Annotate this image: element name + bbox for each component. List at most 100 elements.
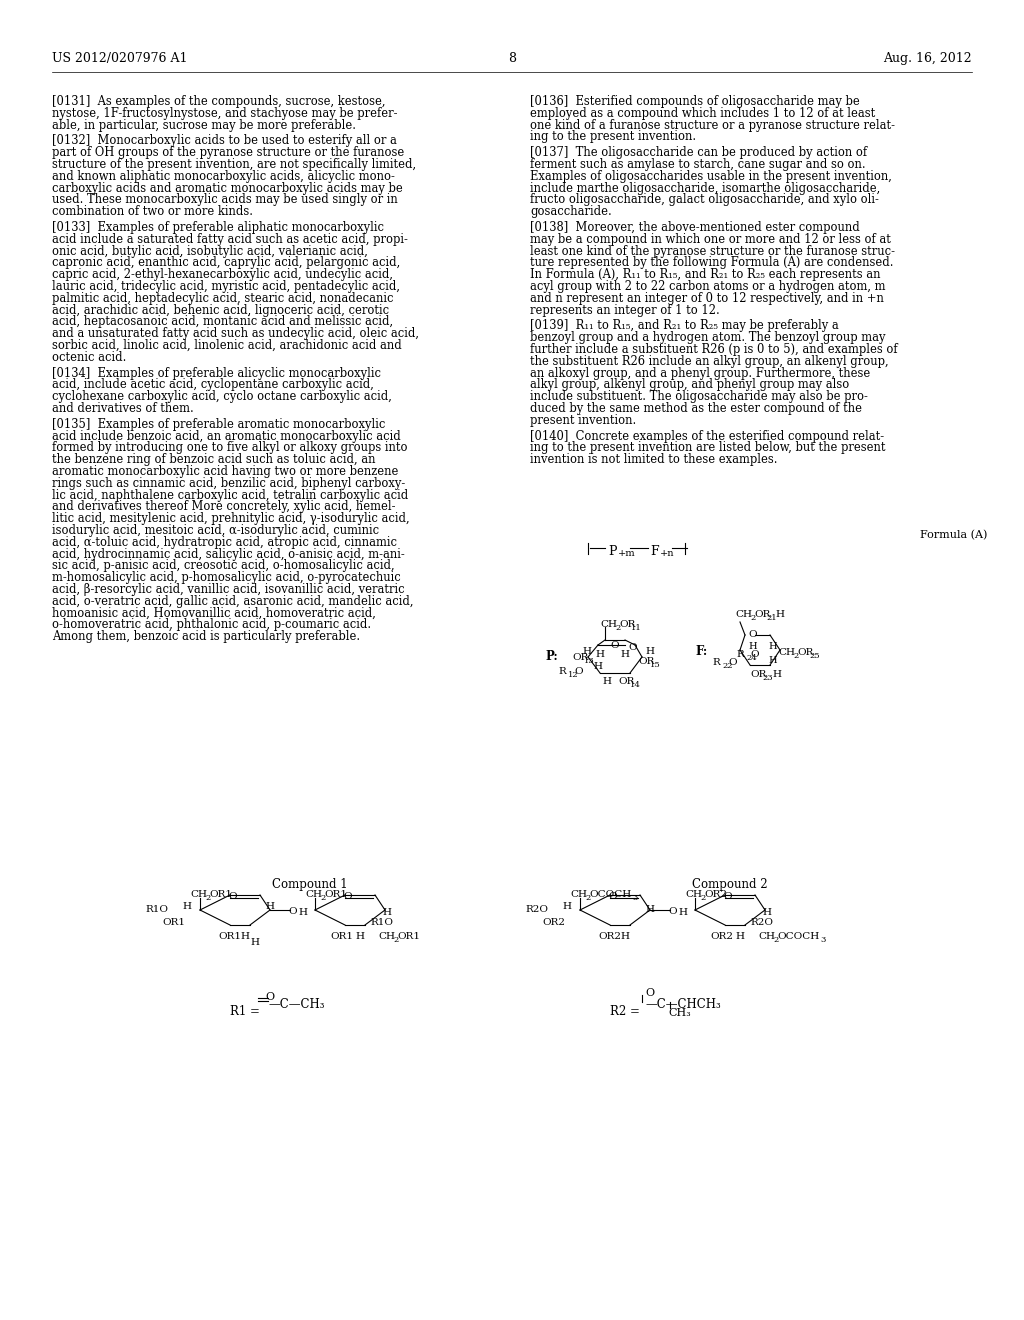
Text: 2: 2 — [205, 894, 210, 902]
Text: Formula (A): Formula (A) — [920, 531, 987, 540]
Text: 2: 2 — [393, 936, 398, 944]
Text: H: H — [240, 932, 249, 941]
Text: fructo oligosaccharide, galact oligosaccharide, and xylo oli-: fructo oligosaccharide, galact oligosacc… — [530, 194, 879, 206]
Text: OR1: OR1 — [397, 932, 420, 941]
Text: P: P — [608, 545, 616, 558]
Text: used. These monocarboxylic acids may be used singly or in: used. These monocarboxylic acids may be … — [52, 194, 397, 206]
Text: [0140]  Concrete examples of the esterified compound relat-: [0140] Concrete examples of the esterifi… — [530, 429, 884, 442]
Text: OR1: OR1 — [162, 917, 185, 927]
Text: Examples of oligosaccharides usable in the present invention,: Examples of oligosaccharides usable in t… — [530, 170, 892, 182]
Text: 3: 3 — [820, 936, 825, 944]
Text: R1O: R1O — [145, 906, 168, 913]
Text: lic acid, naphthalene carboxylic acid, tetralin carboxylic acid: lic acid, naphthalene carboxylic acid, t… — [52, 488, 409, 502]
Text: palmitic acid, heptadecylic acid, stearic acid, nonadecanic: palmitic acid, heptadecylic acid, steari… — [52, 292, 393, 305]
Text: the benzene ring of benzoic acid such as toluic acid, an: the benzene ring of benzoic acid such as… — [52, 453, 376, 466]
Text: H: H — [250, 939, 259, 946]
Text: +m: +m — [618, 549, 636, 558]
Text: O: O — [748, 630, 757, 639]
Text: OR1: OR1 — [218, 932, 241, 941]
Text: rings such as cinnamic acid, benzilic acid, biphenyl carboxy-: rings such as cinnamic acid, benzilic ac… — [52, 477, 406, 490]
Text: R2O: R2O — [525, 906, 548, 913]
Text: one kind of a furanose structure or a pyranose structure relat-: one kind of a furanose structure or a py… — [530, 119, 895, 132]
Text: acid, arachidic acid, behenic acid, lignoceric acid, cerotic: acid, arachidic acid, behenic acid, lign… — [52, 304, 389, 317]
Text: m-homosalicylic acid, p-homosalicylic acid, o-pyrocatechuic: m-homosalicylic acid, p-homosalicylic ac… — [52, 572, 400, 585]
Text: alkyl group, alkenyl group, and phenyl group may also: alkyl group, alkenyl group, and phenyl g… — [530, 379, 849, 392]
Text: OR: OR — [797, 648, 813, 657]
Text: [0137]  The oligosaccharide can be produced by action of: [0137] The oligosaccharide can be produc… — [530, 147, 867, 160]
Text: 2: 2 — [793, 652, 799, 660]
Text: and known aliphatic monocarboxylic acids, alicyclic mono-: and known aliphatic monocarboxylic acids… — [52, 170, 395, 182]
Text: and a unsaturated fatty acid such as undecylic acid, oleic acid,: and a unsaturated fatty acid such as und… — [52, 327, 419, 341]
Text: 23: 23 — [762, 675, 773, 682]
Text: H: H — [298, 908, 307, 917]
Text: acyl group with 2 to 22 carbon atoms or a hydrogen atom, m: acyl group with 2 to 22 carbon atoms or … — [530, 280, 886, 293]
Text: R2O: R2O — [750, 917, 773, 927]
Text: O: O — [728, 657, 736, 667]
Text: H: H — [762, 908, 771, 917]
Text: OR1: OR1 — [324, 890, 347, 899]
Text: US 2012/0207976 A1: US 2012/0207976 A1 — [52, 51, 187, 65]
Text: [0135]  Examples of preferable aromatic monocarboxylic: [0135] Examples of preferable aromatic m… — [52, 418, 385, 430]
Text: O: O — [668, 907, 677, 916]
Text: sorbic acid, linolic acid, linolenic acid, arachidonic acid and: sorbic acid, linolic acid, linolenic aci… — [52, 339, 401, 352]
Text: OR: OR — [618, 677, 635, 686]
Text: gosaccharide.: gosaccharide. — [530, 205, 611, 218]
Text: and derivatives of them.: and derivatives of them. — [52, 403, 194, 414]
Text: O: O — [228, 892, 237, 902]
Text: Aug. 16, 2012: Aug. 16, 2012 — [884, 51, 972, 65]
Text: and derivatives thereof More concretely, xylic acid, hemel-: and derivatives thereof More concretely,… — [52, 500, 395, 513]
Text: [0134]  Examples of preferable alicyclic monocarboxylic: [0134] Examples of preferable alicyclic … — [52, 367, 381, 380]
Text: OR2: OR2 — [542, 917, 565, 927]
Text: 25: 25 — [809, 652, 819, 660]
Text: nystose, 1F-fructosylnystose, and stachyose may be prefer-: nystose, 1F-fructosylnystose, and stachy… — [52, 107, 397, 120]
Text: O: O — [265, 993, 274, 1002]
Text: 14: 14 — [630, 681, 641, 689]
Text: ing to the present invention.: ing to the present invention. — [530, 131, 696, 144]
Text: isodurylic acid, mesitoic acid, α-isodurylic acid, cuminic: isodurylic acid, mesitoic acid, α-isodur… — [52, 524, 379, 537]
Text: represents an integer of 1 to 12.: represents an integer of 1 to 12. — [530, 304, 720, 317]
Text: 3: 3 — [632, 894, 637, 902]
Text: ing to the present invention are listed below, but the present: ing to the present invention are listed … — [530, 441, 886, 454]
Text: cyclohexane carboxylic acid, cyclo octane carboxylic acid,: cyclohexane carboxylic acid, cyclo octan… — [52, 391, 392, 403]
Text: OR2: OR2 — [710, 932, 733, 941]
Text: O: O — [628, 643, 637, 652]
Text: CH: CH — [685, 890, 702, 899]
Text: 22: 22 — [722, 663, 732, 671]
Text: +n: +n — [660, 549, 675, 558]
Text: CH: CH — [305, 890, 322, 899]
Text: 2: 2 — [319, 894, 326, 902]
Text: CH: CH — [778, 648, 795, 657]
Text: formed by introducing one to five alkyl or alkoxy groups into: formed by introducing one to five alkyl … — [52, 441, 408, 454]
Text: O: O — [750, 649, 759, 659]
Text: duced by the same method as the ester compound of the: duced by the same method as the ester co… — [530, 403, 862, 414]
Text: H: H — [562, 902, 571, 911]
Text: 13: 13 — [584, 657, 595, 665]
Text: CH: CH — [758, 932, 775, 941]
Text: O: O — [343, 892, 351, 902]
Text: O: O — [723, 892, 731, 902]
Text: R: R — [712, 657, 720, 667]
Text: OR: OR — [750, 671, 766, 678]
Text: O: O — [608, 892, 616, 902]
Text: an alkoxyl group, and a phenyl group. Furthermore, these: an alkoxyl group, and a phenyl group. Fu… — [530, 367, 870, 380]
Text: OR: OR — [638, 657, 654, 667]
Text: lauric acid, tridecylic acid, myristic acid, pentadecylic acid,: lauric acid, tridecylic acid, myristic a… — [52, 280, 400, 293]
Text: H: H — [772, 671, 781, 678]
Text: benzoyl group and a hydrogen atom. The benzoyl group may: benzoyl group and a hydrogen atom. The b… — [530, 331, 886, 345]
Text: H: H — [775, 610, 784, 619]
Text: acid, heptacosanoic acid, montanic acid and melissic acid,: acid, heptacosanoic acid, montanic acid … — [52, 315, 393, 329]
Text: and n represent an integer of 0 to 12 respectively, and in +n: and n represent an integer of 0 to 12 re… — [530, 292, 884, 305]
Text: H: H — [355, 932, 364, 941]
Text: H: H — [593, 663, 602, 671]
Text: the substituent R26 include an alkyl group, an alkenyl group,: the substituent R26 include an alkyl gro… — [530, 355, 889, 368]
Text: part of OH groups of the pyranose structure or the furanose: part of OH groups of the pyranose struct… — [52, 147, 404, 160]
Text: OCOCH: OCOCH — [589, 890, 631, 899]
Text: 2: 2 — [585, 894, 590, 902]
Text: H: H — [602, 677, 611, 686]
Text: OCOCH: OCOCH — [777, 932, 819, 941]
Text: CH: CH — [190, 890, 207, 899]
Text: o-homoveratric acid, phthalonic acid, p-coumaric acid.: o-homoveratric acid, phthalonic acid, p-… — [52, 618, 371, 631]
Text: —C—CH₃: —C—CH₃ — [268, 998, 325, 1011]
Text: H: H — [735, 932, 744, 941]
Text: ferment such as amylase to starch, cane sugar and so on.: ferment such as amylase to starch, cane … — [530, 158, 865, 172]
